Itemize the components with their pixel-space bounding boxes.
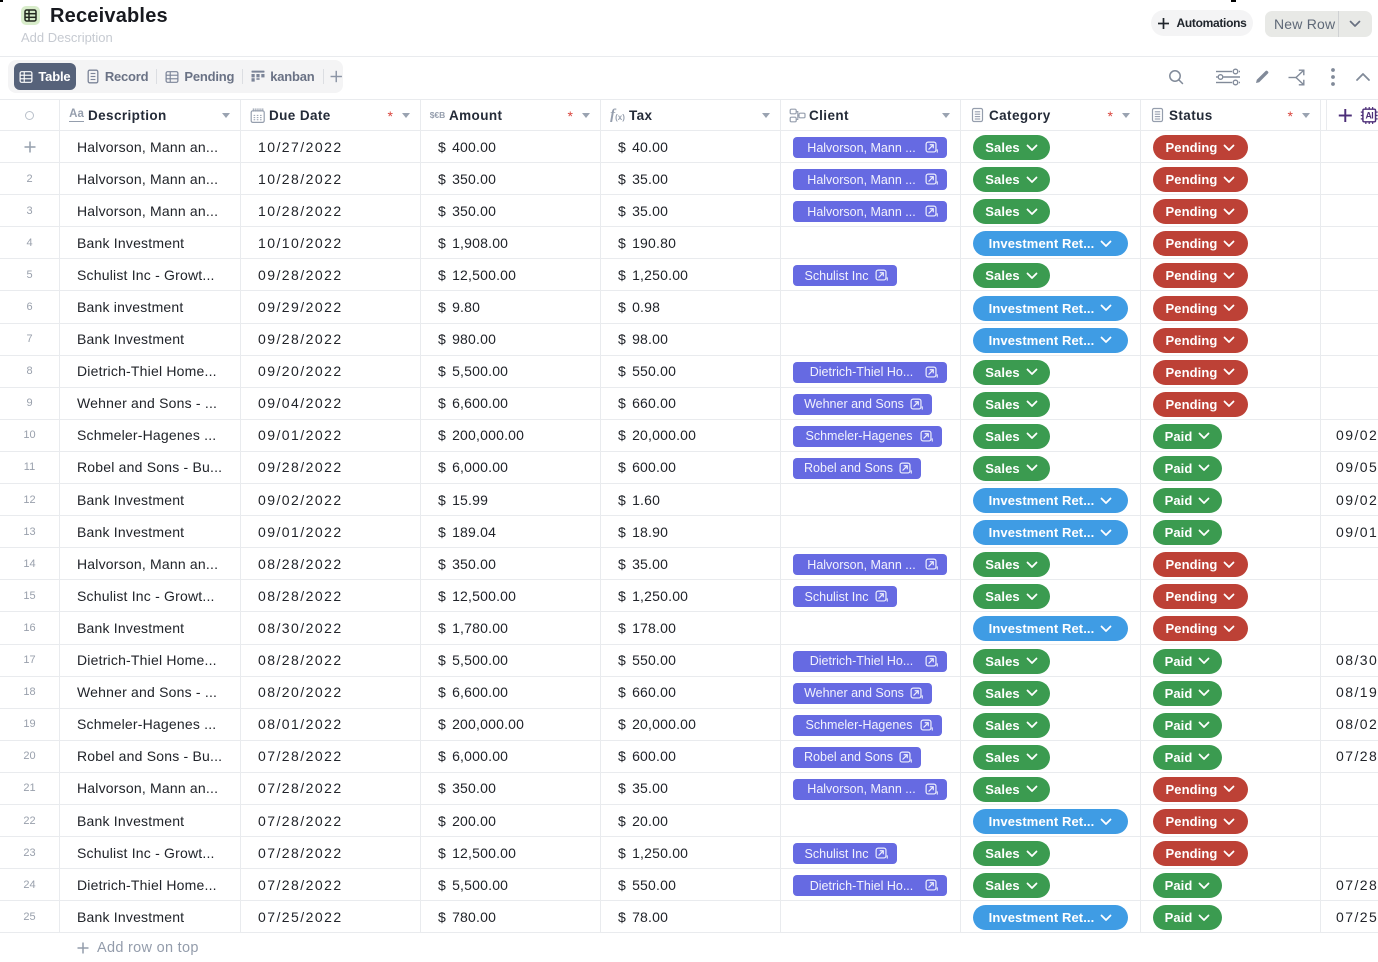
svg-text:AI: AI: [1365, 110, 1373, 120]
